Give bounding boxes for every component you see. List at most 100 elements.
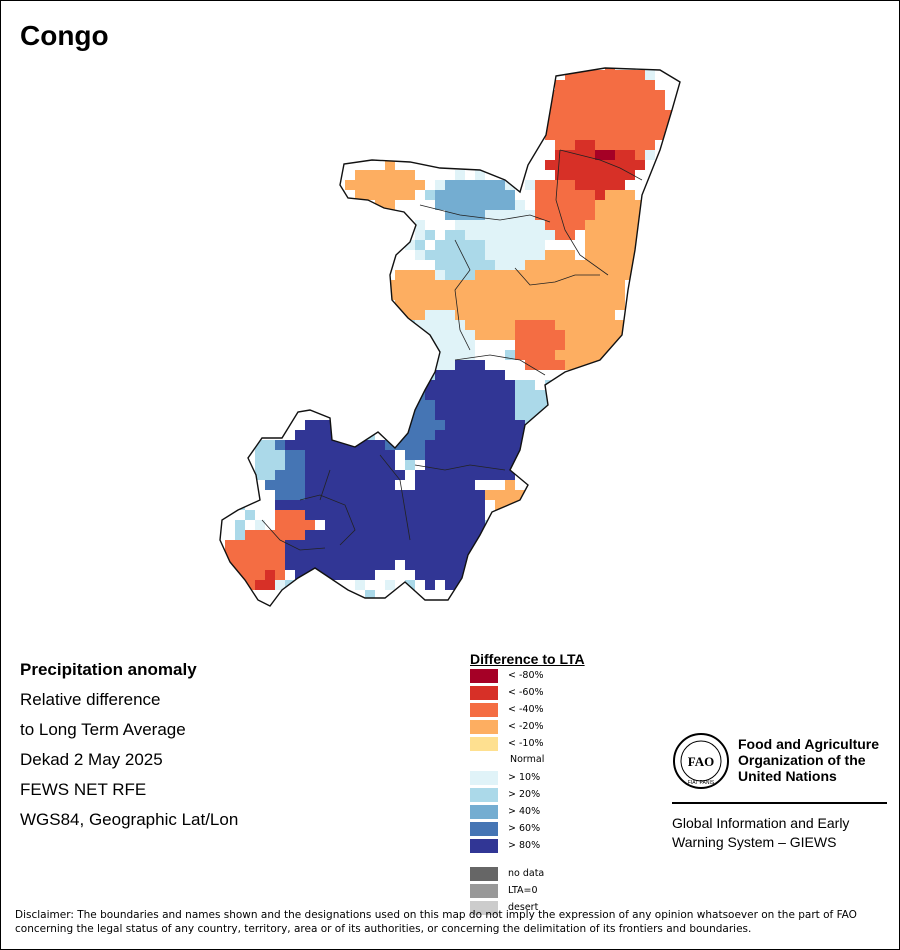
anomaly-cell xyxy=(535,590,545,600)
anomaly-cell xyxy=(565,150,575,160)
anomaly-cell xyxy=(615,130,625,140)
anomaly-cell xyxy=(485,430,495,440)
anomaly-cell xyxy=(465,200,475,210)
anomaly-cell xyxy=(545,270,555,280)
anomaly-cell xyxy=(565,70,575,80)
anomaly-cell xyxy=(565,440,575,450)
anomaly-cell xyxy=(655,110,665,120)
anomaly-cell xyxy=(285,460,295,470)
info-line: to Long Term Average xyxy=(20,720,186,739)
anomaly-cell xyxy=(615,400,625,410)
anomaly-cell xyxy=(405,550,415,560)
anomaly-cell xyxy=(635,140,645,150)
anomaly-cell xyxy=(405,68,415,70)
anomaly-cell xyxy=(585,140,595,150)
legend-label: < -20% xyxy=(508,721,544,732)
info-line: Dekad 2 May 2025 xyxy=(20,750,163,769)
anomaly-cell xyxy=(235,580,245,590)
anomaly-cell xyxy=(545,160,555,170)
anomaly-cell xyxy=(525,180,535,190)
anomaly-cell xyxy=(375,230,385,240)
anomaly-cell xyxy=(395,310,405,320)
anomaly-cell xyxy=(665,230,675,240)
anomaly-cell xyxy=(585,290,595,300)
anomaly-cell xyxy=(425,490,435,500)
anomaly-cell xyxy=(495,190,505,200)
anomaly-cell xyxy=(445,490,455,500)
anomaly-cell xyxy=(495,280,505,290)
legend-title: Difference to LTA xyxy=(470,651,585,667)
anomaly-cell xyxy=(455,400,465,410)
anomaly-cell xyxy=(655,330,665,340)
anomaly-cell xyxy=(475,370,485,380)
anomaly-cell xyxy=(475,520,485,530)
anomaly-cell xyxy=(295,430,305,440)
anomaly-cell xyxy=(635,390,645,400)
anomaly-cell xyxy=(545,400,555,410)
anomaly-cell xyxy=(565,230,575,240)
anomaly-cell xyxy=(445,430,455,440)
anomaly-cell xyxy=(515,490,525,500)
anomaly-cell xyxy=(335,430,345,440)
anomaly-cell xyxy=(265,470,275,480)
anomaly-cell xyxy=(275,540,285,550)
anomaly-cell xyxy=(615,190,625,200)
anomaly-cell xyxy=(615,110,625,120)
anomaly-cell xyxy=(615,90,625,100)
anomaly-cell xyxy=(675,210,680,220)
anomaly-cell xyxy=(435,330,445,340)
anomaly-cell xyxy=(375,180,385,190)
anomaly-cell xyxy=(285,530,295,540)
anomaly-cell xyxy=(535,190,545,200)
anomaly-cell xyxy=(495,320,505,330)
anomaly-cell xyxy=(485,330,495,340)
anomaly-cell xyxy=(565,340,575,350)
legend-label: > 80% xyxy=(508,840,541,851)
anomaly-cell xyxy=(555,290,565,300)
anomaly-cell xyxy=(455,440,465,450)
anomaly-cell xyxy=(245,560,255,570)
anomaly-cell xyxy=(615,570,625,580)
anomaly-cell xyxy=(455,490,465,500)
anomaly-cell xyxy=(545,200,555,210)
anomaly-cell xyxy=(495,300,505,310)
anomaly-cell xyxy=(455,310,465,320)
anomaly-cell xyxy=(375,68,385,70)
anomaly-cell xyxy=(345,80,355,90)
anomaly-cell xyxy=(385,140,395,150)
anomaly-cell xyxy=(365,360,375,370)
anomaly-cell xyxy=(385,490,395,500)
info-line: Relative difference xyxy=(20,690,161,709)
anomaly-cell xyxy=(305,480,315,490)
anomaly-cell xyxy=(645,480,655,490)
anomaly-cell xyxy=(625,170,635,180)
anomaly-cell xyxy=(585,280,595,290)
anomaly-cell xyxy=(515,460,525,470)
anomaly-cell xyxy=(535,220,545,230)
anomaly-cell xyxy=(315,290,325,300)
anomaly-cell xyxy=(585,120,595,130)
anomaly-cell xyxy=(485,190,495,200)
anomaly-cell xyxy=(495,130,505,140)
anomaly-cell xyxy=(285,400,295,410)
anomaly-cell xyxy=(435,570,445,580)
anomaly-cell xyxy=(545,180,555,190)
anomaly-cell xyxy=(555,210,565,220)
info-line: FEWS NET RFE xyxy=(20,780,147,799)
anomaly-cell xyxy=(465,140,475,150)
anomaly-cell xyxy=(545,610,555,620)
anomaly-cell xyxy=(545,580,555,590)
anomaly-cell xyxy=(545,350,555,360)
anomaly-cell xyxy=(515,380,525,390)
anomaly-cell xyxy=(495,450,505,460)
anomaly-cell xyxy=(625,390,635,400)
anomaly-cell xyxy=(415,330,425,340)
anomaly-cell xyxy=(235,490,245,500)
anomaly-cell xyxy=(325,440,335,450)
anomaly-cell xyxy=(385,500,395,510)
anomaly-cell xyxy=(305,550,315,560)
anomaly-cell xyxy=(255,550,265,560)
anomaly-cell xyxy=(465,180,475,190)
anomaly-cell xyxy=(505,480,515,490)
anomaly-cell xyxy=(455,230,465,240)
